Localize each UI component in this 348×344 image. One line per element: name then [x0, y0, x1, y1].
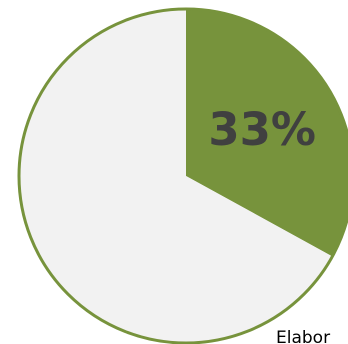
pie-slice	[19, 9, 333, 343]
annotation: Elabor	[276, 328, 330, 344]
pie-slice	[186, 9, 348, 257]
slice-label: 33%	[208, 103, 316, 156]
pie-outline	[17, 7, 348, 344]
